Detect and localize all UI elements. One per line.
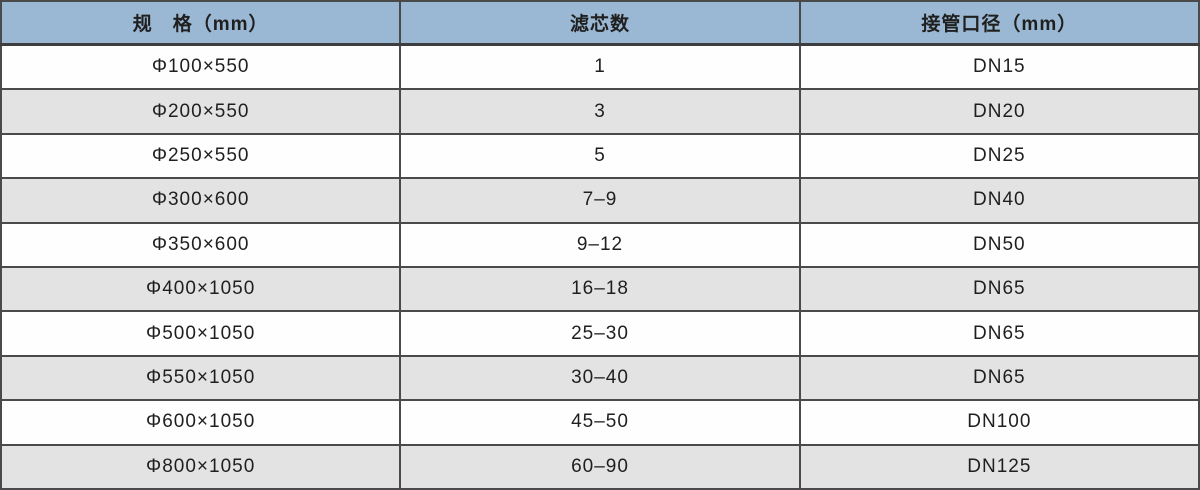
- spec-table-header: 规 格（mm） 滤芯数 接管口径（mm）: [0, 0, 1200, 46]
- spec-cell: Φ400×1050: [0, 265, 402, 313]
- spec-cell: Φ600×1050: [0, 399, 402, 446]
- table-row: Φ500×1050 25–30 DN65: [0, 310, 1200, 357]
- table-row: Φ200×550 3 DN20: [0, 88, 1200, 135]
- pipe-diameter-cell: DN125: [798, 443, 1200, 490]
- spec-cell: Φ550×1050: [0, 354, 402, 402]
- pipe-diameter-cell: DN25: [798, 132, 1200, 180]
- cartridge-count-cell: 3: [399, 88, 801, 135]
- pipe-diameter-cell: DN100: [798, 399, 1200, 446]
- table-row: Φ250×550 5 DN25: [0, 132, 1200, 180]
- cartridge-count-cell: 16–18: [399, 265, 801, 313]
- cartridge-count-cell: 5: [399, 132, 801, 180]
- table-row: Φ550×1050 30–40 DN65: [0, 354, 1200, 402]
- cartridge-count-cell: 60–90: [399, 443, 801, 490]
- header-spec: 规 格（mm）: [0, 0, 402, 46]
- spec-table-body: Φ100×550 1 DN15 Φ200×550 3 DN20 Φ250×550 5 DN25 Φ…: [0, 42, 1200, 490]
- cartridge-count-cell: 45–50: [399, 399, 801, 446]
- table-row: Φ400×1050 16–18 DN65: [0, 265, 1200, 313]
- pipe-diameter-cell: DN50: [798, 221, 1200, 268]
- cartridge-count-cell: 30–40: [399, 354, 801, 402]
- pipe-diameter-cell: DN15: [798, 42, 1200, 91]
- header-pipe-diameter: 接管口径（mm）: [798, 0, 1200, 46]
- cartridge-count-cell: 9–12: [399, 221, 801, 268]
- spec-cell: Φ500×1050: [0, 310, 402, 357]
- spec-cell: Φ200×550: [0, 88, 402, 135]
- spec-cell: Φ250×550: [0, 132, 402, 180]
- spec-cell: Φ300×600: [0, 177, 402, 224]
- table-row: Φ350×600 9–12 DN50: [0, 221, 1200, 268]
- spec-cell: Φ800×1050: [0, 443, 402, 490]
- header-cartridge-count: 滤芯数: [399, 0, 801, 46]
- spec-cell: Φ350×600: [0, 221, 402, 268]
- spec-cell: Φ100×550: [0, 42, 402, 91]
- table-row: Φ800×1050 60–90 DN125: [0, 443, 1200, 490]
- pipe-diameter-cell: DN20: [798, 88, 1200, 135]
- pipe-diameter-cell: DN65: [798, 265, 1200, 313]
- cartridge-count-cell: 1: [399, 42, 801, 91]
- pipe-diameter-cell: DN40: [798, 177, 1200, 224]
- pipe-diameter-cell: DN65: [798, 354, 1200, 402]
- header-row: 规 格（mm） 滤芯数 接管口径（mm）: [0, 0, 1200, 46]
- table-row: Φ100×550 1 DN15: [0, 42, 1200, 91]
- pipe-diameter-cell: DN65: [798, 310, 1200, 357]
- table-row: Φ600×1050 45–50 DN100: [0, 399, 1200, 446]
- table-row: Φ300×600 7–9 DN40: [0, 177, 1200, 224]
- cartridge-count-cell: 25–30: [399, 310, 801, 357]
- cartridge-count-cell: 7–9: [399, 177, 801, 224]
